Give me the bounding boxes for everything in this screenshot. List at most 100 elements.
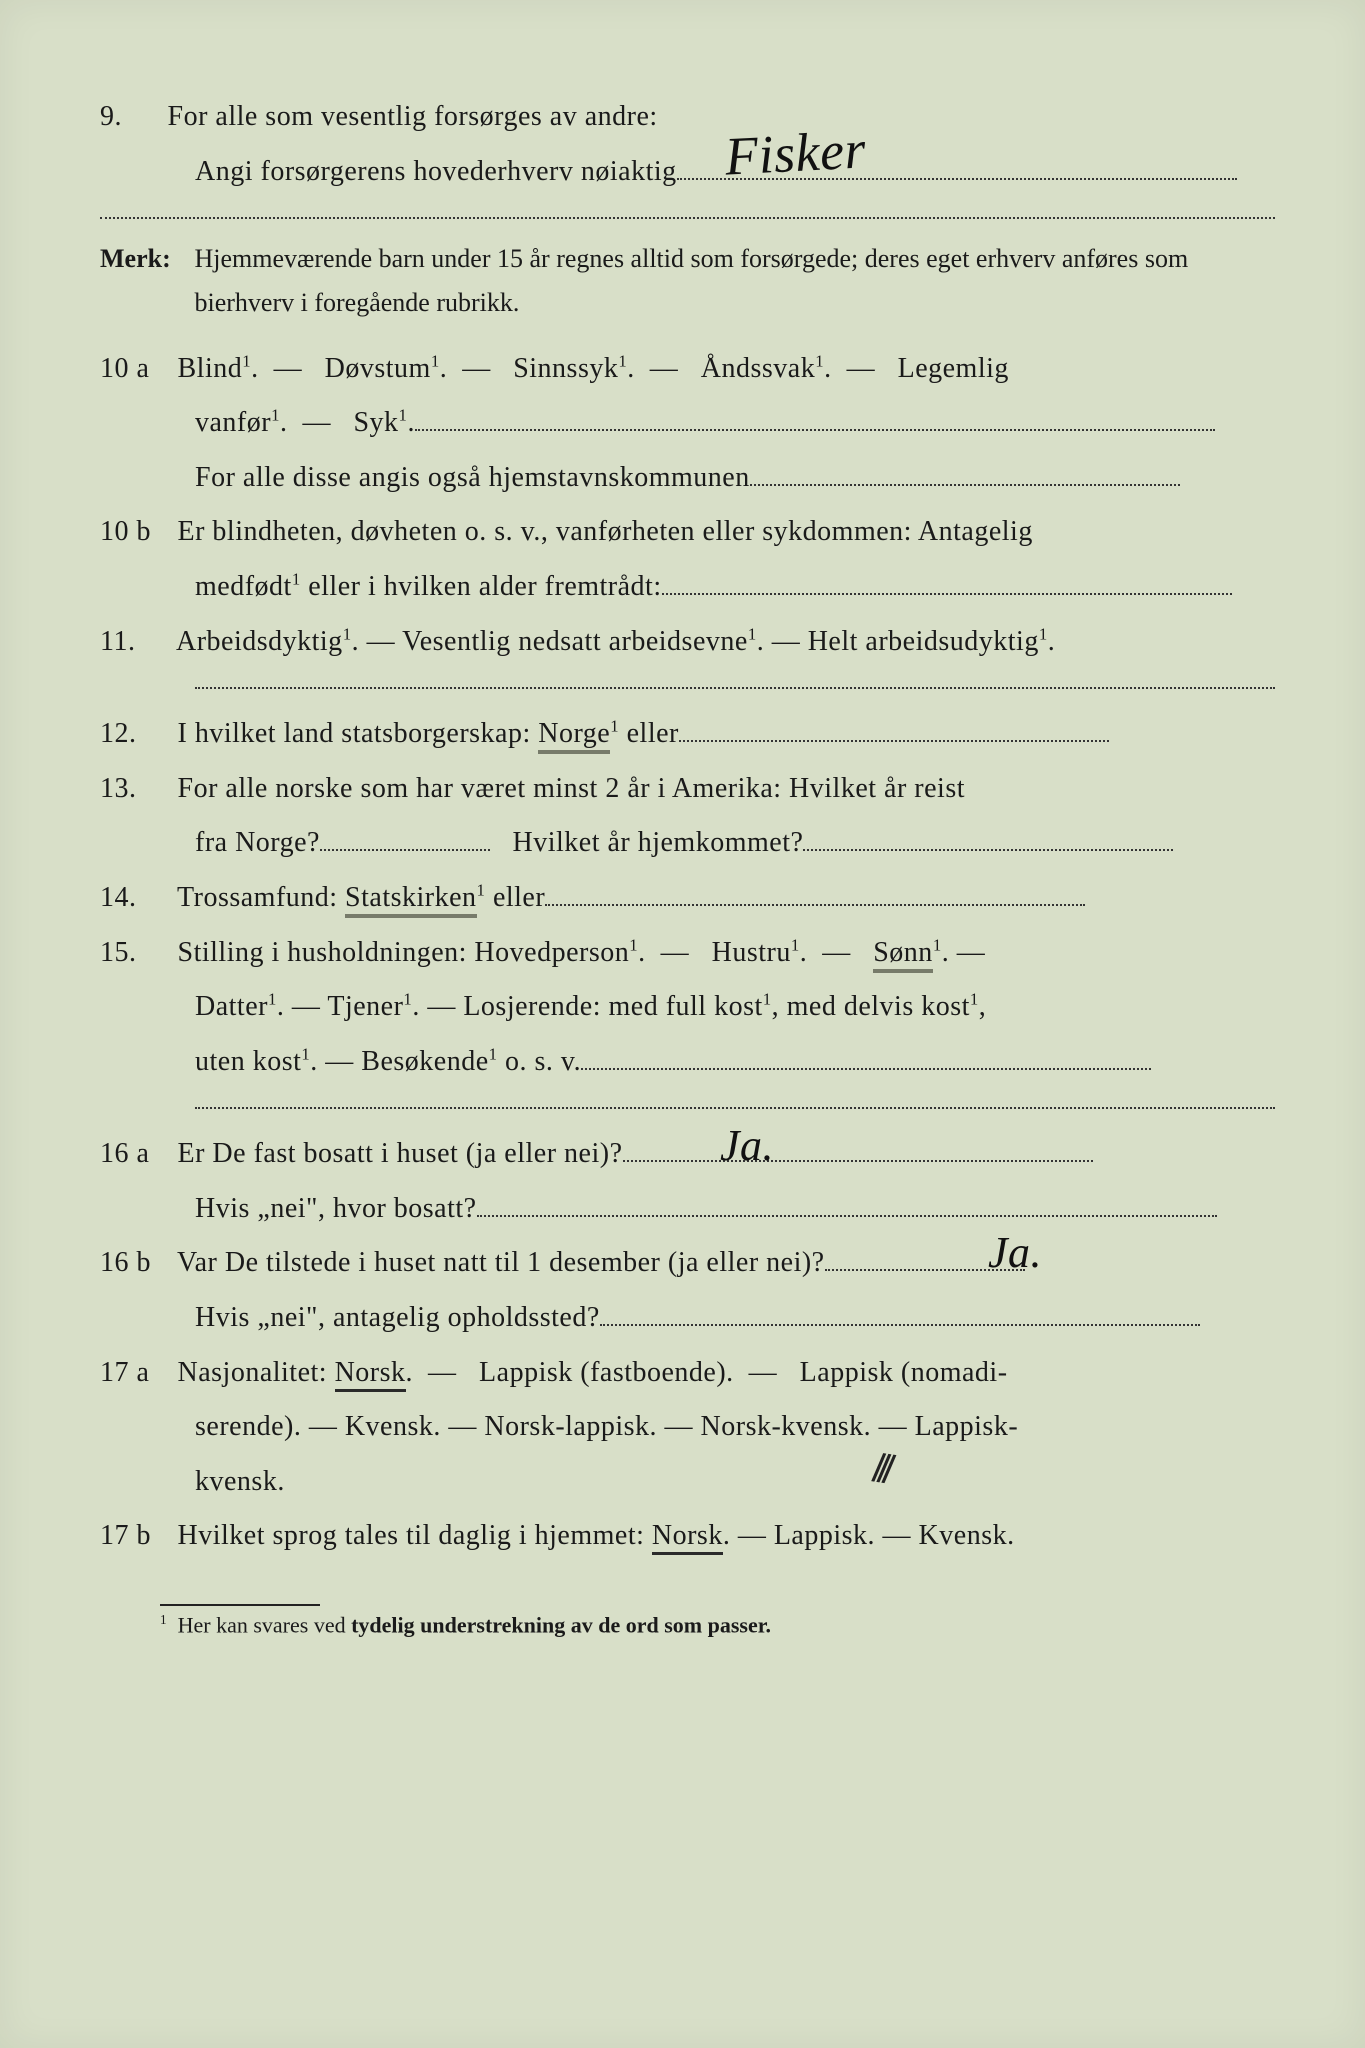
opt-medfodt[interactable]: medfødt	[195, 571, 292, 602]
opt-kvensk[interactable]: Kvensk	[345, 1411, 434, 1442]
opt-lappisk-kvensk-2[interactable]: kvensk.	[195, 1466, 285, 1497]
footnote-text: Her kan svares ved tydelig understreknin…	[178, 1612, 771, 1637]
divider	[195, 687, 1275, 689]
q10a-line3-text: For alle disse angis også hjemstavnskomm…	[195, 462, 750, 493]
q9-line2-prefix: Angi forsørgerens hovederhverv nøiaktig	[195, 156, 677, 187]
q9-num: 9.	[100, 90, 160, 145]
divider	[100, 217, 1275, 219]
q15-losjerende: Losjerende:	[463, 991, 608, 1022]
q10a: 10 a Blind1. — Døvstum1. — Sinnssyk1. — …	[100, 342, 1275, 397]
q17a: 17 a Nasjonalitet: Norsk. — Lappisk (fas…	[100, 1346, 1275, 1401]
opt-sprog-norsk[interactable]: Norsk	[652, 1520, 723, 1555]
opt-uten-kost[interactable]: uten kost	[195, 1046, 301, 1077]
q10b-num: 10 b	[100, 505, 170, 560]
q13-hjemkommet: Hvilket år hjemkommet?	[512, 827, 803, 858]
blank-line[interactable]	[415, 429, 1215, 431]
q16b-question: Var De tilstede i huset natt til 1 desem…	[177, 1247, 825, 1278]
footnote-rule	[160, 1604, 320, 1606]
q16a-sub: Hvis „nei", hvor bosatt?	[195, 1182, 1275, 1237]
blank-line[interactable]	[750, 484, 1180, 486]
q16b-answer: Ja.	[988, 1210, 1042, 1296]
q10a-line3: For alle disse angis også hjemstavnskomm…	[195, 451, 1275, 506]
q16a-sub-text: Hvis „nei", hvor bosatt?	[195, 1193, 477, 1224]
opt-dovstum[interactable]: Døvstum	[325, 353, 431, 384]
opt-vanfor[interactable]: vanfør	[195, 407, 271, 438]
q14-prefix: Trossamfund:	[177, 882, 345, 913]
opt-lappisk-nomadi[interactable]: Lappisk (nomadi-	[800, 1357, 1008, 1388]
q17b-prefix: Hvilket sprog tales til daglig i hjemmet…	[178, 1520, 652, 1551]
opt-lappisk-kvensk[interactable]: Lappisk-	[915, 1411, 1019, 1442]
q14-suffix: eller	[493, 882, 545, 913]
q13-line1: For alle norske som har været minst 2 år…	[178, 762, 1258, 817]
opt-tjener[interactable]: Tjener	[327, 991, 403, 1022]
opt-andssvak[interactable]: Åndssvak	[701, 353, 815, 384]
q13-fra-norge: fra Norge?	[195, 827, 320, 858]
blank-line[interactable]	[623, 1160, 1093, 1162]
opt-norge[interactable]: Norge	[538, 718, 610, 754]
q12-num: 12.	[100, 707, 170, 762]
q17a-num: 17 a	[100, 1346, 170, 1401]
opt-lappisk-nomadi-2[interactable]: serende)	[195, 1411, 294, 1442]
opt-statskirken[interactable]: Statskirken	[345, 882, 477, 918]
opt-norsk-lappisk[interactable]: Norsk-lappisk	[484, 1411, 649, 1442]
opt-lappisk-fast[interactable]: Lappisk (fastboende)	[479, 1357, 726, 1388]
q16b: 16 b Var De tilstede i huset natt til 1 …	[100, 1236, 1275, 1291]
opt-legemlig: Legemlig	[898, 353, 1009, 384]
q13: 13. For alle norske som har været minst …	[100, 762, 1275, 817]
q16a: 16 a Er De fast bosatt i huset (ja eller…	[100, 1127, 1275, 1182]
opt-norsk-kvensk[interactable]: Norsk-kvensk	[701, 1411, 864, 1442]
footnote-marker: 1	[160, 1612, 167, 1627]
merk-text: Hjemmeværende barn under 15 år regnes al…	[195, 237, 1245, 325]
q17a-line3: kvensk.	[195, 1455, 1275, 1510]
q9-text-line1: For alle som vesentlig forsørges av andr…	[168, 101, 658, 132]
q9-handwritten-answer: Fisker	[722, 97, 868, 210]
opt-sinnssyk[interactable]: Sinnssyk	[513, 353, 618, 384]
opt-full-kost[interactable]: med full kost	[608, 991, 762, 1022]
q11: 11. Arbeidsdyktig1. — Vesentlig nedsatt …	[100, 615, 1275, 670]
opt-sprog-kvensk[interactable]: Kvensk	[919, 1520, 1008, 1551]
blank-line[interactable]	[679, 740, 1109, 742]
opt-norsk[interactable]: Norsk	[335, 1357, 406, 1392]
opt-udyktig[interactable]: Helt arbeidsudyktig	[808, 626, 1039, 657]
opt-arbeidsdyktig[interactable]: Arbeidsdyktig	[176, 626, 343, 657]
q15-osv: o. s. v.	[505, 1046, 581, 1077]
q17a-line2: serende). — Kvensk. — Norsk-lappisk. — N…	[195, 1400, 1275, 1455]
q12-suffix: eller	[627, 718, 679, 749]
q16b-sub: Hvis „nei", antagelig opholdssted?	[195, 1291, 1275, 1346]
blank-line[interactable]	[581, 1068, 1151, 1070]
q10b-line2: medfødt1 eller i hvilken alder fremtrådt…	[195, 560, 1275, 615]
opt-hustru[interactable]: Hustru	[712, 937, 791, 968]
opt-blind[interactable]: Blind	[178, 353, 243, 384]
opt-besokende[interactable]: Besøkende	[361, 1046, 488, 1077]
opt-nedsatt[interactable]: Vesentlig nedsatt arbeidsevne	[402, 626, 748, 657]
q16a-answer: Ja.	[720, 1103, 774, 1189]
census-form-page: 9. For alle som vesentlig forsørges av a…	[0, 0, 1365, 2048]
q10b: 10 b Er blindheten, døvheten o. s. v., v…	[100, 505, 1275, 560]
opt-syk[interactable]: Syk	[353, 407, 398, 438]
opt-datter[interactable]: Datter	[195, 991, 268, 1022]
q9-line2: Angi forsørgerens hovederhverv nøiaktig …	[195, 145, 1275, 200]
q16b-sub-text: Hvis „nei", antagelig opholdssted?	[195, 1302, 600, 1333]
q12: 12. I hvilket land statsborgerskap: Norg…	[100, 707, 1275, 762]
blank-line[interactable]	[803, 849, 1173, 851]
q15-num: 15.	[100, 926, 170, 981]
blank-line[interactable]	[477, 1215, 1217, 1217]
q17b: 17 b Hvilket sprog tales til daglig i hj…	[100, 1509, 1275, 1564]
blank-line[interactable]	[662, 593, 1232, 595]
blank-line[interactable]	[600, 1324, 1200, 1326]
q17b-num: 17 b	[100, 1509, 170, 1564]
q16b-num: 16 b	[100, 1236, 170, 1291]
q16a-num: 16 a	[100, 1127, 170, 1182]
q10a-num: 10 a	[100, 342, 170, 397]
q15: 15. Stilling i husholdningen: Hovedperso…	[100, 926, 1275, 981]
opt-sonn[interactable]: Sønn	[873, 937, 933, 973]
blank-line[interactable]	[320, 849, 490, 851]
opt-hovedperson[interactable]: Hovedperson	[474, 937, 629, 968]
blank-line[interactable]	[545, 904, 1085, 906]
q10a-body: Blind1. — Døvstum1. — Sinnssyk1. — Åndss…	[178, 342, 1258, 397]
q15-line3: uten kost1. — Besøkende1 o. s. v.	[195, 1035, 1275, 1090]
q13-num: 13.	[100, 762, 170, 817]
opt-sprog-lappisk[interactable]: Lappisk	[774, 1520, 868, 1551]
opt-delvis-kost[interactable]: med delvis kost	[787, 991, 970, 1022]
footnote: 1 Her kan svares ved tydelig understrekn…	[160, 1612, 1275, 1638]
